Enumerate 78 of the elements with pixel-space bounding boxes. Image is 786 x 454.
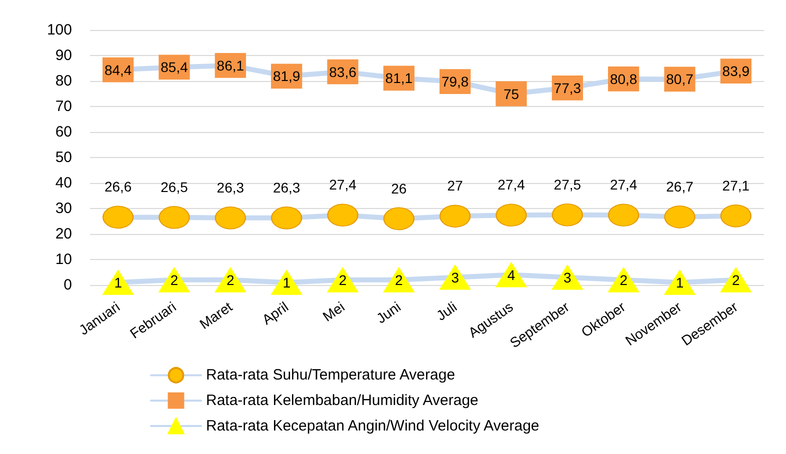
point [102,206,134,229]
data-label: 83,9 [722,63,750,80]
point [552,203,583,226]
y-tick-label: 90 [55,47,72,64]
y-tick-label: 40 [55,174,72,192]
data-label: 26,3 [216,180,244,196]
data-label: 2 [395,272,404,288]
y-tick-label: 50 [55,149,72,166]
point [102,270,134,295]
data-label: 27 [447,178,464,194]
data-label: 26,5 [160,178,188,195]
point [440,264,471,290]
data-label: 2 [620,272,628,288]
data-label: 77,3 [554,80,582,96]
data-label: 27,1 [722,177,750,194]
data-label: 26 [391,180,407,196]
data-label: 27,4 [610,176,638,193]
data-label: 84,4 [104,62,132,78]
point [608,267,640,292]
point [158,206,190,229]
y-tick-label: 30 [55,200,72,217]
point [383,207,414,230]
data-label: 81,9 [272,68,300,84]
x-tick-label: April [259,298,292,328]
data-label: 1 [114,274,122,290]
data-label: 4 [507,266,516,283]
point [327,267,358,292]
point [496,262,527,288]
point [664,205,696,228]
data-label: 2 [732,272,740,288]
data-label: 80,8 [610,70,638,87]
data-label: 79,8 [441,74,469,90]
x-tick-label: Mei [320,298,348,324]
data-label: 85,4 [160,59,188,76]
data-label: 1 [676,274,684,290]
data-label: 86,1 [216,57,244,74]
data-label: 83,6 [329,64,357,80]
point [720,204,752,228]
data-label: 3 [451,269,460,286]
data-label: 1 [282,274,291,290]
point [552,264,583,290]
y-tick-label: 10 [55,251,72,268]
point [383,267,414,292]
x-tick-label: Juni [373,298,404,326]
y-tick-label: 20 [55,226,72,242]
point [271,270,302,295]
data-label: 2 [170,272,178,288]
y-tick-label: 60 [55,124,72,140]
data-label: 27,4 [498,176,526,193]
data-label: 75 [503,86,520,102]
legend-label: Rata-rata Suhu/Temperature Average [206,366,456,384]
legend-label: Rata-rata Kecepatan Angin/Wind Velocity Average [206,418,540,434]
point [720,267,752,292]
point [664,270,696,295]
y-tick-label: 0 [64,276,72,294]
data-label: 27,4 [329,176,357,193]
y-tick-label: 70 [55,98,72,115]
point [214,267,246,292]
data-label: 2 [338,272,347,288]
data-label: 3 [564,269,572,286]
point [158,267,190,292]
data-label: 2 [226,272,235,288]
point [496,204,527,227]
point [440,204,471,228]
data-label: 80,7 [666,71,694,88]
data-label: 27,5 [554,176,582,192]
y-tick-label: 100 [46,22,72,38]
point [608,204,640,227]
x-tick-label: Juli [433,298,460,324]
data-label: 81,1 [385,70,413,86]
data-label: 26,6 [104,178,132,195]
data-label: 26,7 [666,178,694,194]
point [214,206,246,230]
point [271,206,302,230]
point [327,204,358,227]
data-label: 26,3 [272,180,300,196]
legend-label: Rata-rata Kelembaban/Humidity Average [206,392,478,410]
y-tick-label: 80 [55,72,72,90]
